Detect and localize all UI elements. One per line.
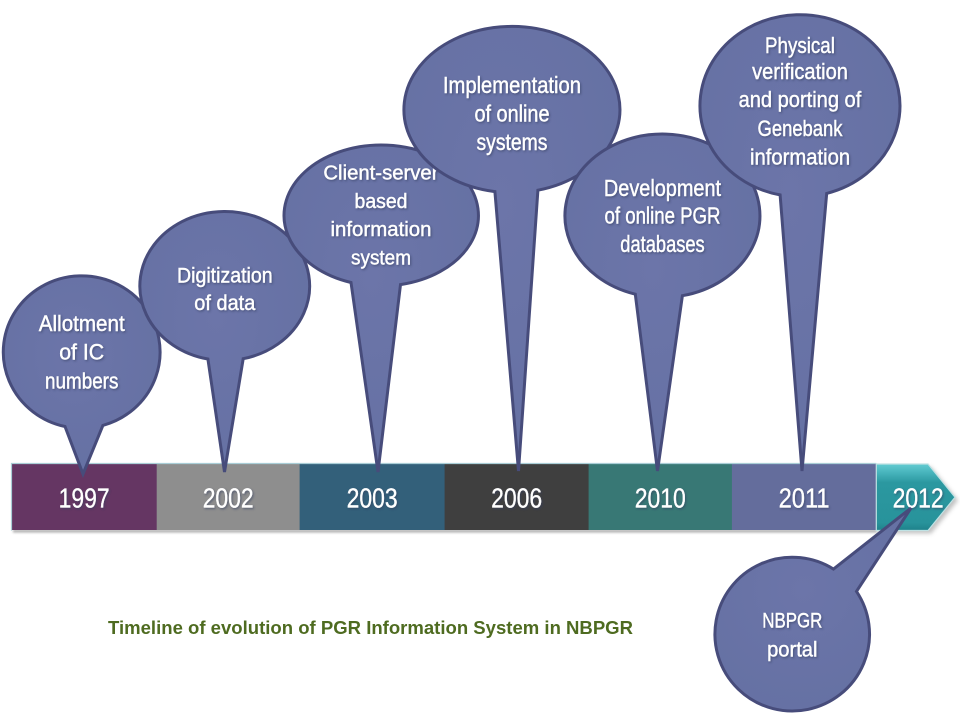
svg-text:of data: of data <box>194 291 255 315</box>
svg-text:based: based <box>355 190 408 213</box>
svg-text:Physical: Physical <box>765 33 835 58</box>
svg-text:information: information <box>331 218 432 241</box>
svg-text:2010: 2010 <box>635 483 686 514</box>
svg-text:1997: 1997 <box>59 483 110 514</box>
svg-text:information: information <box>750 145 850 170</box>
svg-text:of online: of online <box>475 101 550 127</box>
svg-text:verification: verification <box>752 59 848 84</box>
svg-text:2012: 2012 <box>893 483 944 514</box>
svg-text:2006: 2006 <box>491 483 542 514</box>
svg-text:portal: portal <box>767 637 817 662</box>
svg-text:databases: databases <box>620 231 704 257</box>
svg-text:of IC: of IC <box>59 340 104 365</box>
svg-text:NBPGR: NBPGR <box>762 608 822 633</box>
svg-text:2002: 2002 <box>203 483 254 514</box>
svg-text:Allotment: Allotment <box>39 311 126 336</box>
svg-text:system: system <box>351 247 411 270</box>
svg-text:Client-server: Client-server <box>323 162 438 185</box>
svg-text:systems: systems <box>477 129 548 155</box>
svg-text:and porting of: and porting of <box>739 87 862 112</box>
svg-text:Implementation: Implementation <box>443 72 581 98</box>
svg-text:Genebank: Genebank <box>758 116 844 141</box>
svg-text:Development: Development <box>604 175 722 201</box>
svg-text:2003: 2003 <box>347 483 398 514</box>
svg-text:numbers: numbers <box>45 368 118 393</box>
svg-text:Digitization: Digitization <box>177 264 273 288</box>
svg-text:of online PGR: of online PGR <box>605 203 721 229</box>
svg-text:2011: 2011 <box>779 483 830 514</box>
svg-text:Timeline of evolution of PGR I: Timeline of evolution of PGR Information… <box>108 617 633 638</box>
